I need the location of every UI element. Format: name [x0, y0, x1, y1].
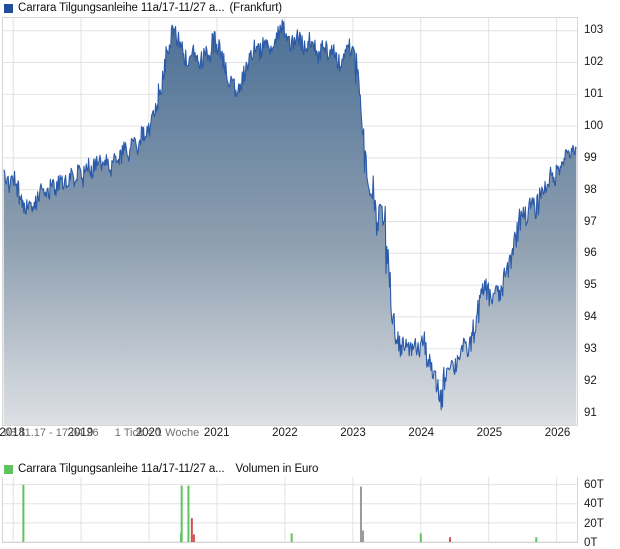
price-series-color-swatch-icon: [4, 3, 13, 13]
x-tick-label: 2025: [476, 427, 503, 439]
volume-bar: [419, 533, 422, 542]
volume-bar: [179, 533, 182, 542]
price-y-tick-label: 100: [584, 119, 604, 132]
volume-series-color-swatch-icon: [4, 464, 13, 474]
range-period: 08.11.17 - 17.04.26: [4, 427, 99, 439]
volume-y-axis: 60T 40T 20T 0T: [584, 477, 620, 549]
x-tick-label: 2023: [340, 427, 366, 439]
range-info: 08.11.17 - 17.04.26 1 Tick = 1 Woche: [4, 427, 199, 439]
x-tick-label: 2024: [408, 427, 435, 439]
volume-bars: [22, 484, 538, 542]
volume-chart-plot-area[interactable]: [2, 477, 578, 543]
x-tick-label: 2020: [135, 427, 162, 439]
volume-bar: [192, 534, 195, 542]
volume-bar: [190, 518, 193, 542]
x-tick-label: 2018: [0, 427, 26, 439]
price-line: [3, 19, 577, 411]
volume-y-tick-label: 60T: [584, 478, 604, 491]
volume-series-subtitle: Volumen in Euro: [235, 463, 319, 475]
price-y-tick-label: 96: [584, 247, 597, 260]
volume-bar: [359, 486, 362, 542]
x-tick-label: 2026: [544, 427, 571, 439]
x-tick-label: 2022: [272, 427, 298, 439]
volume-bar: [22, 484, 25, 542]
price-series-title: Carrara Tilgungsanleihe 11a/17-11/27 a..…: [18, 2, 225, 14]
volume-bar: [187, 485, 190, 542]
x-axis: 2018 2019 2020 2021 2022 2023 2024 2025 2026: [0, 427, 578, 443]
price-y-tick-label: 101: [584, 87, 604, 100]
volume-chart-gridlines: [3, 477, 577, 542]
volume-bar: [290, 533, 293, 542]
price-y-axis: 103 102 101 100 99 98 97 96 95 94 93 92 91: [584, 17, 620, 426]
x-tick-label: 2021: [203, 427, 230, 439]
price-series-venue: (Frankfurt): [229, 2, 283, 14]
volume-y-tick-label: 0T: [584, 537, 598, 549]
price-area-fill: [3, 19, 577, 425]
volume-bar: [362, 530, 365, 542]
x-tick-label: 2019: [67, 427, 94, 439]
price-y-tick-label: 98: [584, 183, 597, 196]
price-y-tick-label: 94: [584, 311, 597, 324]
price-y-tick-label: 92: [584, 375, 597, 388]
volume-y-tick-label: 20T: [584, 517, 604, 530]
price-chart-plot-area[interactable]: HECK: [2, 17, 578, 426]
price-y-tick-label: 99: [584, 151, 597, 164]
price-chart-svg: HECK: [3, 18, 577, 425]
volume-bar: [448, 537, 451, 542]
volume-chart-legend: Carrara Tilgungsanleihe 11a/17-11/27 a..…: [0, 461, 620, 477]
range-tick-resolution: 1 Tick = 1 Woche: [114, 427, 200, 439]
volume-series-title: Carrara Tilgungsanleihe 11a/17-11/27 a..…: [18, 463, 225, 475]
volume-chart-svg: [3, 477, 577, 542]
volume-y-tick-label: 40T: [584, 498, 604, 511]
price-y-tick-label: 102: [584, 55, 604, 68]
price-chart-legend: Carrara Tilgungsanleihe 11a/17-11/27 a..…: [0, 0, 620, 16]
volume-bar: [535, 537, 538, 542]
price-y-tick-label: 95: [584, 279, 597, 292]
volume-bar: [180, 485, 183, 542]
price-y-tick-label: 97: [584, 215, 597, 228]
price-y-tick-label: 91: [584, 407, 597, 420]
price-y-tick-label: 93: [584, 343, 597, 356]
price-y-tick-label: 103: [584, 23, 604, 36]
